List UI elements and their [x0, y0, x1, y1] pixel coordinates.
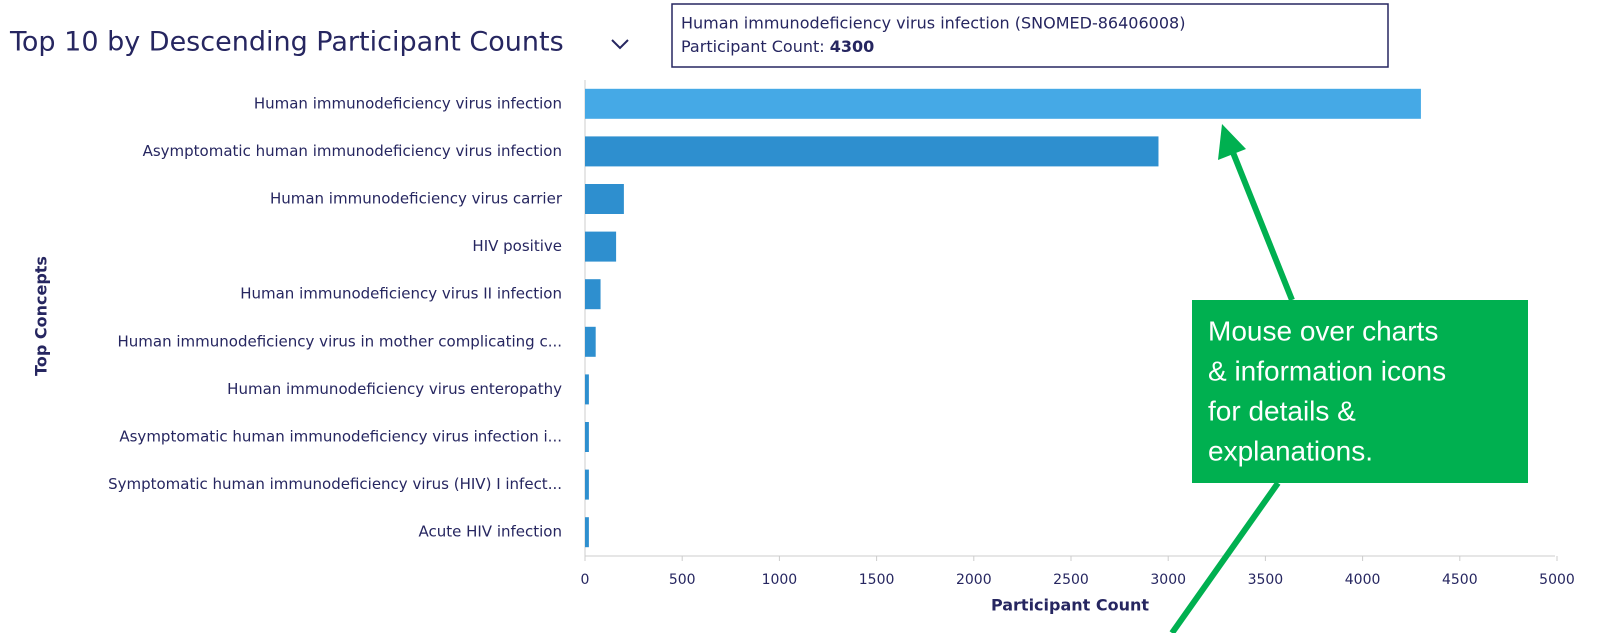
- chart-title[interactable]: Top 10 by Descending Participant Counts: [9, 27, 564, 58]
- bar[interactable]: [585, 517, 589, 548]
- x-tick-label: 500: [669, 572, 696, 588]
- callout-arrow: [1229, 148, 1295, 302]
- x-axis-title: Participant Count: [991, 596, 1149, 615]
- x-tick-label: 3500: [1248, 572, 1284, 588]
- y-tick-label: HIV positive: [472, 237, 562, 255]
- callout-text: Mouse over charts & information icons for …: [1208, 315, 1446, 466]
- bar[interactable]: [585, 279, 601, 310]
- tooltip-value: 4300: [830, 37, 875, 56]
- x-tick-label: 2500: [1053, 572, 1089, 588]
- x-tick-label: 0: [581, 572, 590, 588]
- tooltip-label: Participant Count:: [681, 37, 825, 56]
- bar[interactable]: [585, 231, 617, 262]
- callout-line: & information icons: [1208, 355, 1446, 386]
- y-tick-label: Human immunodeficiency virus infection: [254, 94, 562, 112]
- callout: Mouse over charts & information icons for …: [1169, 124, 1528, 633]
- y-tick-label: Human immunodeficiency virus carrier: [270, 190, 563, 208]
- tooltip: Human immunodeficiency virus infection (…: [671, 3, 1389, 68]
- x-tick-label: 1500: [859, 572, 895, 588]
- bar[interactable]: [585, 326, 596, 357]
- bar[interactable]: [585, 184, 624, 214]
- x-tick-label: 3000: [1150, 572, 1186, 588]
- tooltip-line: Participant Count: 4300: [681, 37, 874, 56]
- callout-box: [1192, 300, 1528, 483]
- bar[interactable]: [585, 374, 589, 405]
- y-axis-title: Top Concepts: [32, 256, 51, 376]
- callout-line: Mouse over charts: [1208, 315, 1438, 346]
- x-tick-label: 2000: [956, 572, 992, 588]
- bar[interactable]: [585, 88, 1421, 119]
- callout-arrow: [1169, 481, 1281, 633]
- x-tick-label: 4000: [1345, 572, 1381, 588]
- bar[interactable]: [585, 469, 589, 500]
- tooltip-title: Human immunodeficiency virus infection (…: [681, 14, 1185, 33]
- callout-line: explanations.: [1208, 435, 1373, 466]
- y-tick-label: Acute HIV infection: [418, 523, 562, 541]
- arrow-head: [1218, 124, 1246, 160]
- callout-line: for details &: [1208, 395, 1356, 426]
- tooltip-box: [671, 3, 1389, 68]
- y-tick-label: Human immunodeficiency virus enteropathy: [227, 380, 562, 398]
- y-tick-label: Asymptomatic human immunodeficiency viru…: [143, 142, 562, 160]
- y-tick-label: Human immunodeficiency virus in mother c…: [118, 332, 563, 350]
- plot: 0 500 1000 1500 2000 2500 3000 3500 4000 4500 5000…: [108, 88, 1575, 588]
- bar[interactable]: [585, 136, 1159, 167]
- x-tick-label: 4500: [1442, 572, 1478, 588]
- y-tick-label: Symptomatic human immunodeficiency virus…: [108, 475, 562, 493]
- bar[interactable]: [585, 422, 589, 452]
- y-tick-label: Asymptomatic human immunodeficiency viru…: [119, 428, 562, 446]
- dropdown-chevron[interactable]: [611, 39, 629, 50]
- x-tick-label: 5000: [1539, 572, 1575, 588]
- y-tick-label: Human immunodeficiency virus II infectio…: [240, 285, 562, 303]
- x-tick-label: 1000: [762, 572, 798, 588]
